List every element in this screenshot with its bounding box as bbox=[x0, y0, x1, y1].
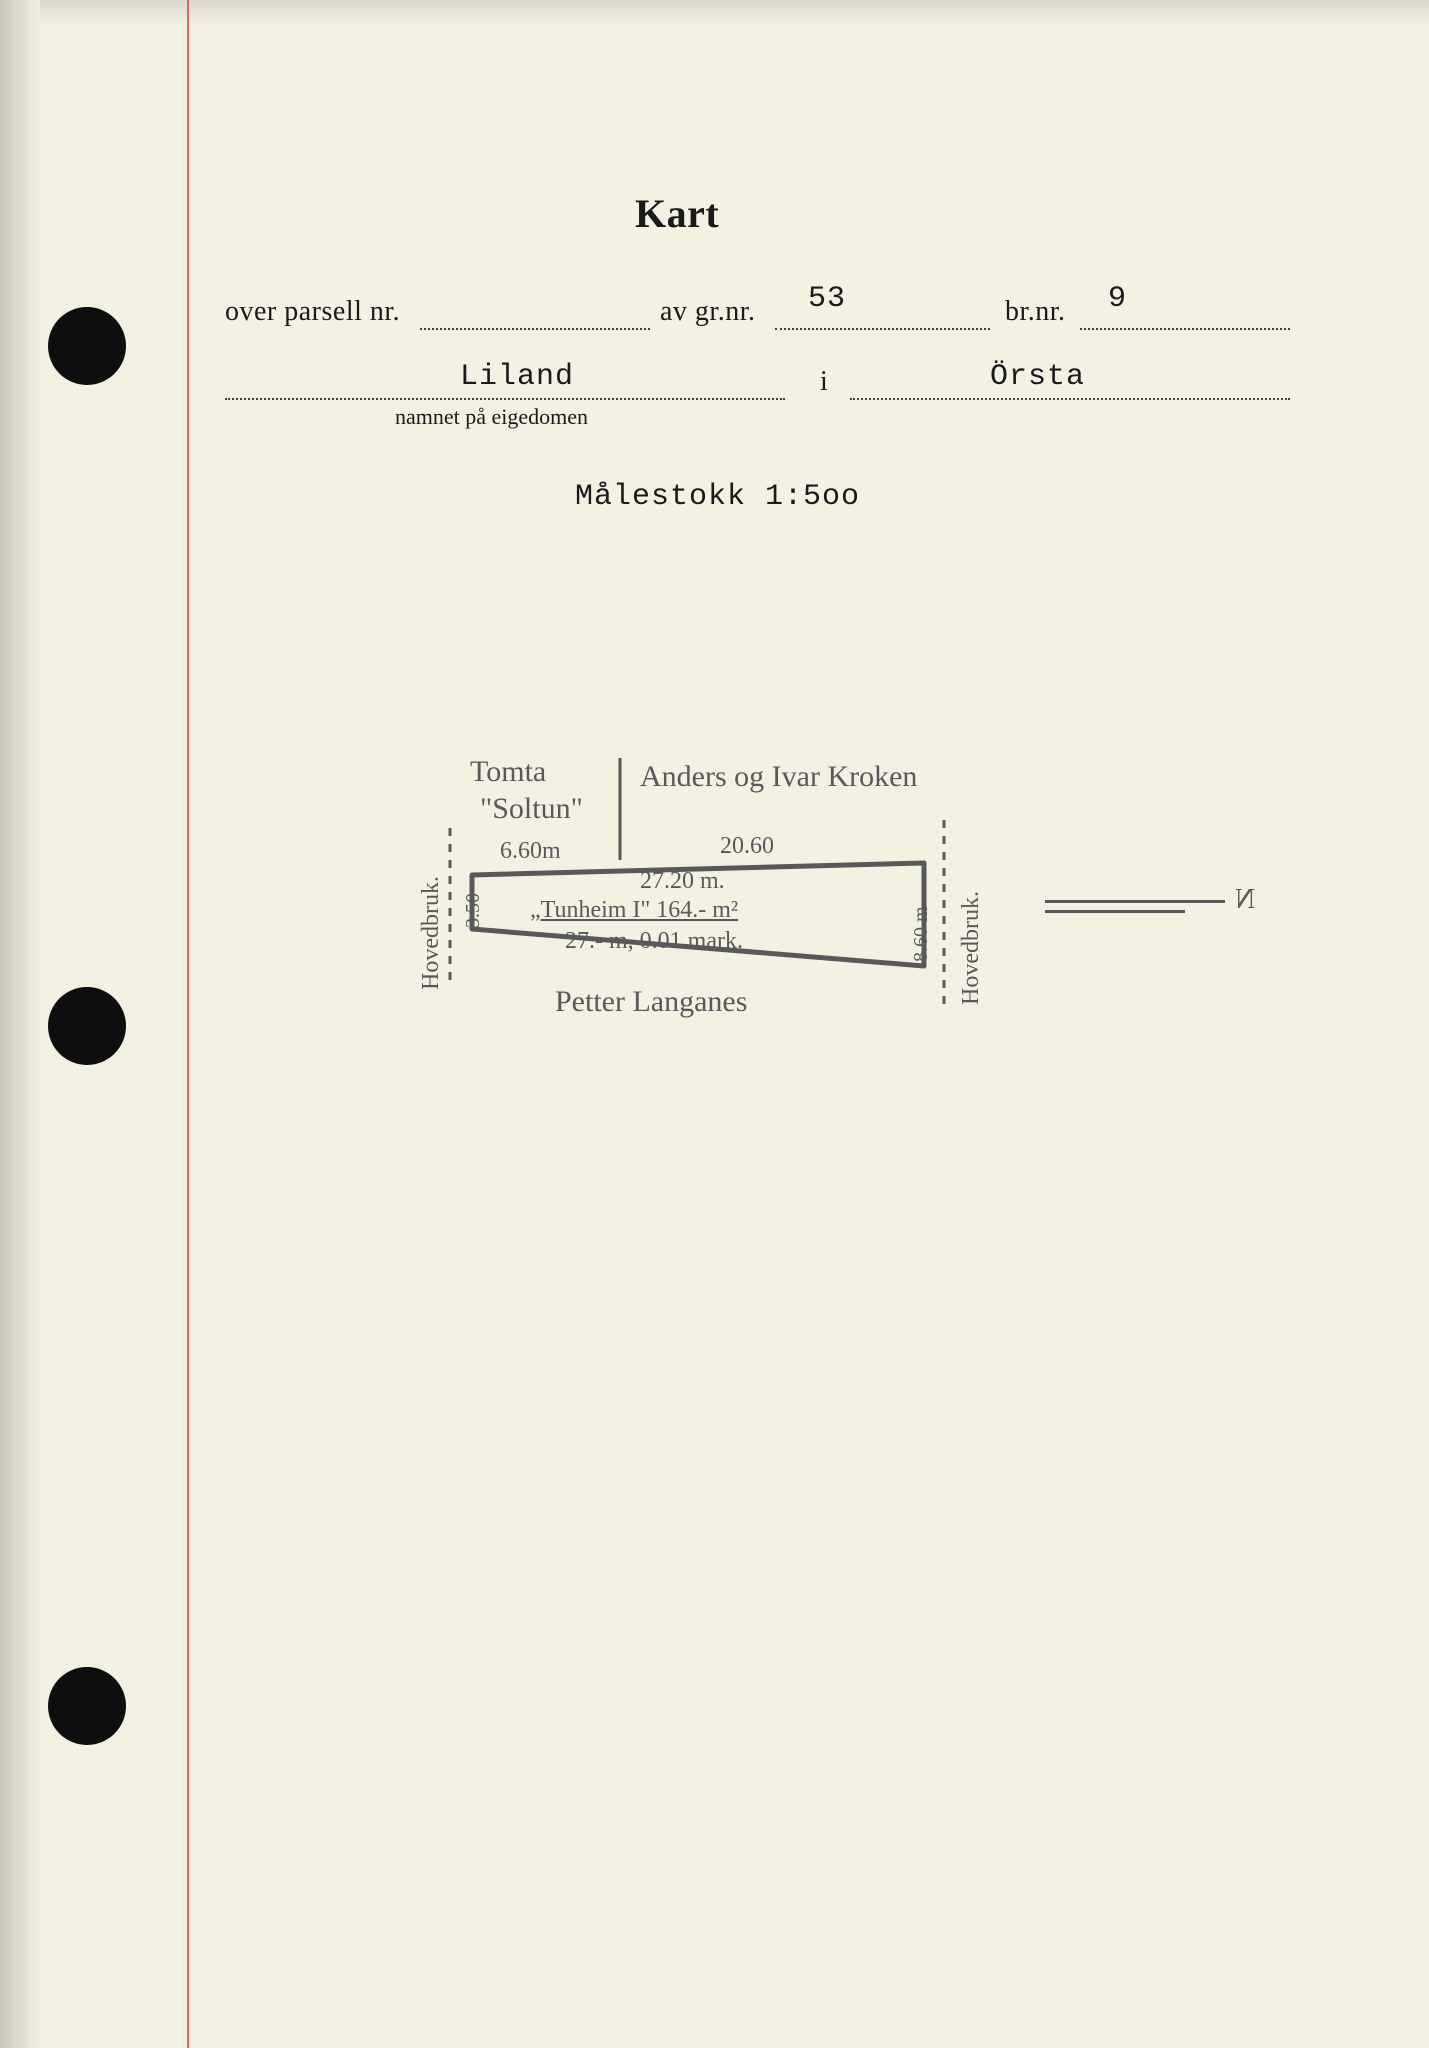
label-north-neighbor: Anders og Ivar Kroken bbox=[640, 760, 917, 794]
plot-name-area: „Tunheim I" 164.- m² bbox=[530, 897, 738, 924]
label-tomta-2: "Soltun" bbox=[480, 792, 583, 826]
plot-sketch bbox=[0, 0, 1429, 2048]
dim-left-height: 3.50 bbox=[462, 893, 485, 928]
label-south-neighbor: Petter Langanes bbox=[555, 985, 747, 1019]
dim-top-left: 6.60m bbox=[500, 838, 561, 865]
compass-shaft-2 bbox=[1045, 910, 1185, 913]
label-tomta-1: Tomta bbox=[470, 755, 546, 789]
dim-mid: 27.20 m. bbox=[640, 868, 725, 895]
dim-bottom: 27.- m, 0.01 mark. bbox=[565, 928, 743, 955]
compass-n: N bbox=[1235, 884, 1255, 916]
compass-shaft-1 bbox=[1045, 900, 1225, 903]
label-east-side: Hovedbruk. bbox=[958, 891, 985, 1005]
dim-top-right: 20.60 bbox=[720, 833, 774, 860]
label-west-side: Hovedbruk. bbox=[418, 876, 445, 990]
dim-right-height: 8.60 m bbox=[910, 906, 933, 962]
